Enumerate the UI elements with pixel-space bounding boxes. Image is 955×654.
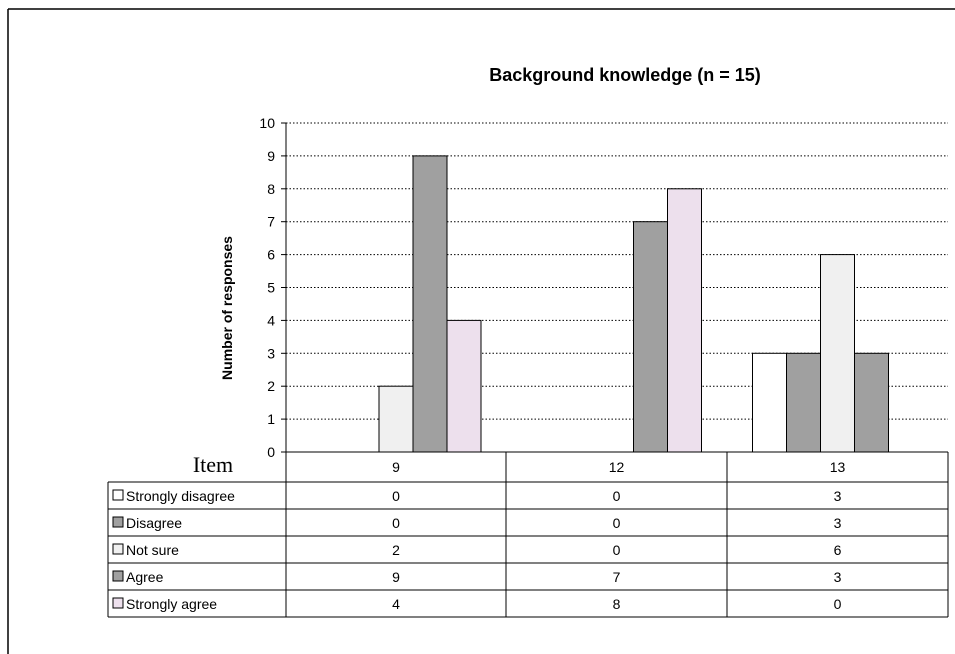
table-cell: 0 (613, 542, 621, 558)
y-tick-label: 5 (267, 280, 275, 296)
category-label: 9 (392, 459, 400, 475)
y-tick-label: 2 (267, 378, 275, 394)
y-tick-label: 10 (259, 115, 275, 131)
y-tick-label: 8 (267, 181, 275, 197)
table-cell: 0 (392, 515, 400, 531)
legend-swatch (112, 597, 124, 609)
legend-label: Not sure (126, 542, 179, 558)
chart-title: Background knowledge (n = 15) (489, 65, 761, 85)
legend-label: Agree (126, 569, 164, 585)
table-cell: 2 (392, 542, 400, 558)
table-cell: 6 (834, 542, 842, 558)
legend-swatch (112, 543, 124, 555)
legend-swatch (112, 570, 124, 582)
y-tick-label: 4 (267, 312, 275, 328)
category-label: 12 (609, 459, 625, 475)
bars-layer (378, 155, 889, 453)
y-tick-label: 1 (267, 411, 275, 427)
bar (378, 385, 414, 453)
table-cell: 3 (834, 569, 842, 585)
y-tick-label: 0 (267, 444, 275, 460)
table-cell: 3 (834, 488, 842, 504)
table-cell: 0 (834, 596, 842, 612)
legend-label: Strongly disagree (126, 488, 235, 504)
category-label: 13 (830, 459, 846, 475)
bar (412, 155, 448, 453)
item-label: Item (193, 452, 233, 477)
bar (633, 221, 668, 453)
bar (667, 188, 702, 453)
table-cell: 9 (392, 569, 400, 585)
bar (854, 352, 889, 453)
table-cell: 4 (392, 596, 400, 612)
legend-swatch (112, 516, 124, 528)
legend-swatch (112, 489, 124, 501)
y-tick-label: 9 (267, 148, 275, 164)
table-cell: 8 (613, 596, 621, 612)
bar (786, 352, 821, 453)
y-tick-label: 7 (267, 214, 275, 230)
y-tick-label: 6 (267, 247, 275, 263)
bar (820, 254, 855, 453)
data-table: 9 12 13 Strongly disagree 0 0 3 Disagree 0 0 3 Not … (107, 451, 949, 618)
bar (446, 319, 482, 453)
table-cell: 0 (613, 488, 621, 504)
table-cell: 0 (392, 488, 400, 504)
table-cell: 7 (613, 569, 621, 585)
legend-label: Disagree (126, 515, 182, 531)
y-axis-label: Number of responses (219, 236, 235, 380)
legend-label: Strongly agree (126, 596, 217, 612)
y-tick-label: 3 (267, 345, 275, 361)
table-cell: 3 (834, 515, 842, 531)
axis-layer: 0 1 2 3 4 5 6 7 8 9 10 (259, 115, 287, 460)
table-cell: 0 (613, 515, 621, 531)
bar (752, 352, 787, 453)
